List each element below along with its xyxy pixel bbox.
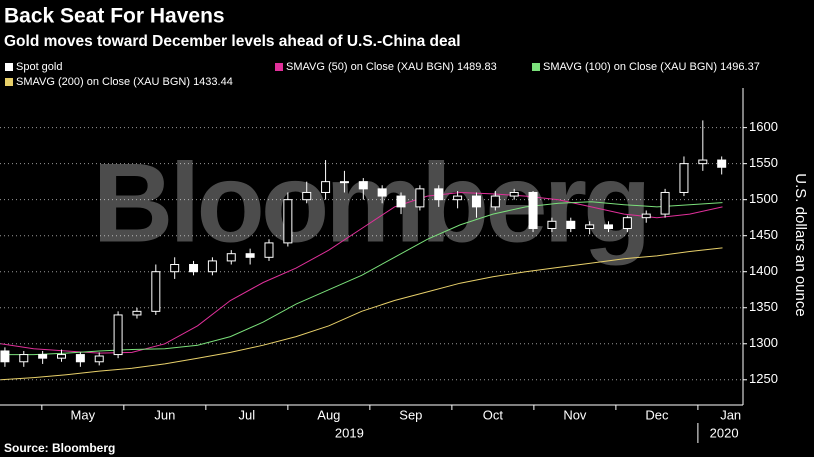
candle-body [415, 188, 425, 208]
source: Source: Bloomberg [4, 441, 115, 455]
candle-body [509, 191, 519, 197]
candle-body [132, 310, 142, 316]
x-tick-label: Jun [154, 407, 175, 422]
x-group-label: 2019 [335, 425, 364, 440]
y-tick-label: 1450 [749, 227, 778, 242]
chart-subtitle: Gold moves toward December levels ahead … [4, 33, 461, 50]
candle-body [207, 260, 217, 273]
candle-body [547, 220, 557, 229]
candle-body [113, 314, 123, 356]
candle-body [38, 354, 48, 359]
x-tick-label: Dec [645, 407, 669, 422]
candle-body [660, 191, 670, 215]
candle-body [245, 253, 255, 258]
candle-body [604, 224, 614, 229]
y-tick-label: 1250 [749, 371, 778, 386]
candle-body [679, 163, 689, 193]
candle-body [490, 195, 500, 208]
candle-body [264, 242, 274, 258]
y-tick-label: 1300 [749, 335, 778, 350]
ma-line [0, 247, 723, 381]
chart-title: Back Seat For Havens [4, 5, 225, 28]
candle-body [226, 253, 236, 262]
x-group-label: 2020 [710, 425, 739, 440]
candle-body [358, 181, 368, 190]
candle-body [622, 217, 632, 229]
candle-body [585, 224, 595, 229]
candle-body [57, 354, 67, 359]
candle-body [377, 188, 387, 197]
legend-swatch [5, 78, 13, 86]
x-tick-label: Aug [317, 407, 340, 422]
x-tick-label: Nov [563, 407, 587, 422]
y-tick-label: 1400 [749, 263, 778, 278]
candle-body [94, 355, 104, 363]
candle-body [189, 264, 199, 273]
candle-body [283, 199, 293, 244]
y-axis-label: U.S. dollars an ounce [792, 173, 809, 316]
x-tick-label: Oct [483, 407, 504, 422]
legend-swatch [275, 63, 283, 71]
candle-body [528, 191, 538, 229]
candle-body [170, 264, 180, 273]
candle-body [0, 350, 10, 363]
x-tick-label: Sep [399, 407, 422, 422]
y-tick-label: 1600 [749, 119, 778, 134]
candle-body [453, 195, 463, 201]
candle-body [151, 271, 161, 312]
legend-label: SMAVG (200) on Close (XAU BGN) 1433.44 [16, 76, 233, 88]
candle-body [471, 195, 481, 208]
legend-label: Spot gold [16, 61, 62, 73]
legend-swatch [5, 63, 13, 71]
candle-body [566, 220, 576, 229]
y-tick-label: 1550 [749, 155, 778, 170]
candle-body [698, 159, 708, 165]
x-tick-label: May [71, 407, 96, 422]
candle-body [396, 195, 406, 208]
legend-label: SMAVG (50) on Close (XAU BGN) 1489.83 [286, 61, 497, 73]
candle-body [321, 181, 331, 193]
candle-body [302, 191, 312, 201]
y-tick-label: 1500 [749, 191, 778, 206]
candle-body [75, 354, 85, 363]
legend-label: SMAVG (100) on Close (XAU BGN) 1496.37 [543, 61, 760, 73]
legend-swatch [532, 63, 540, 71]
candle-body [434, 188, 444, 201]
x-tick-label: Jul [239, 407, 256, 422]
x-tick-label: Jan [720, 407, 741, 422]
candle-body [641, 213, 651, 219]
candle-body [717, 159, 727, 168]
candle-body [339, 181, 349, 184]
y-tick-label: 1350 [749, 299, 778, 314]
candle-body [19, 354, 29, 363]
